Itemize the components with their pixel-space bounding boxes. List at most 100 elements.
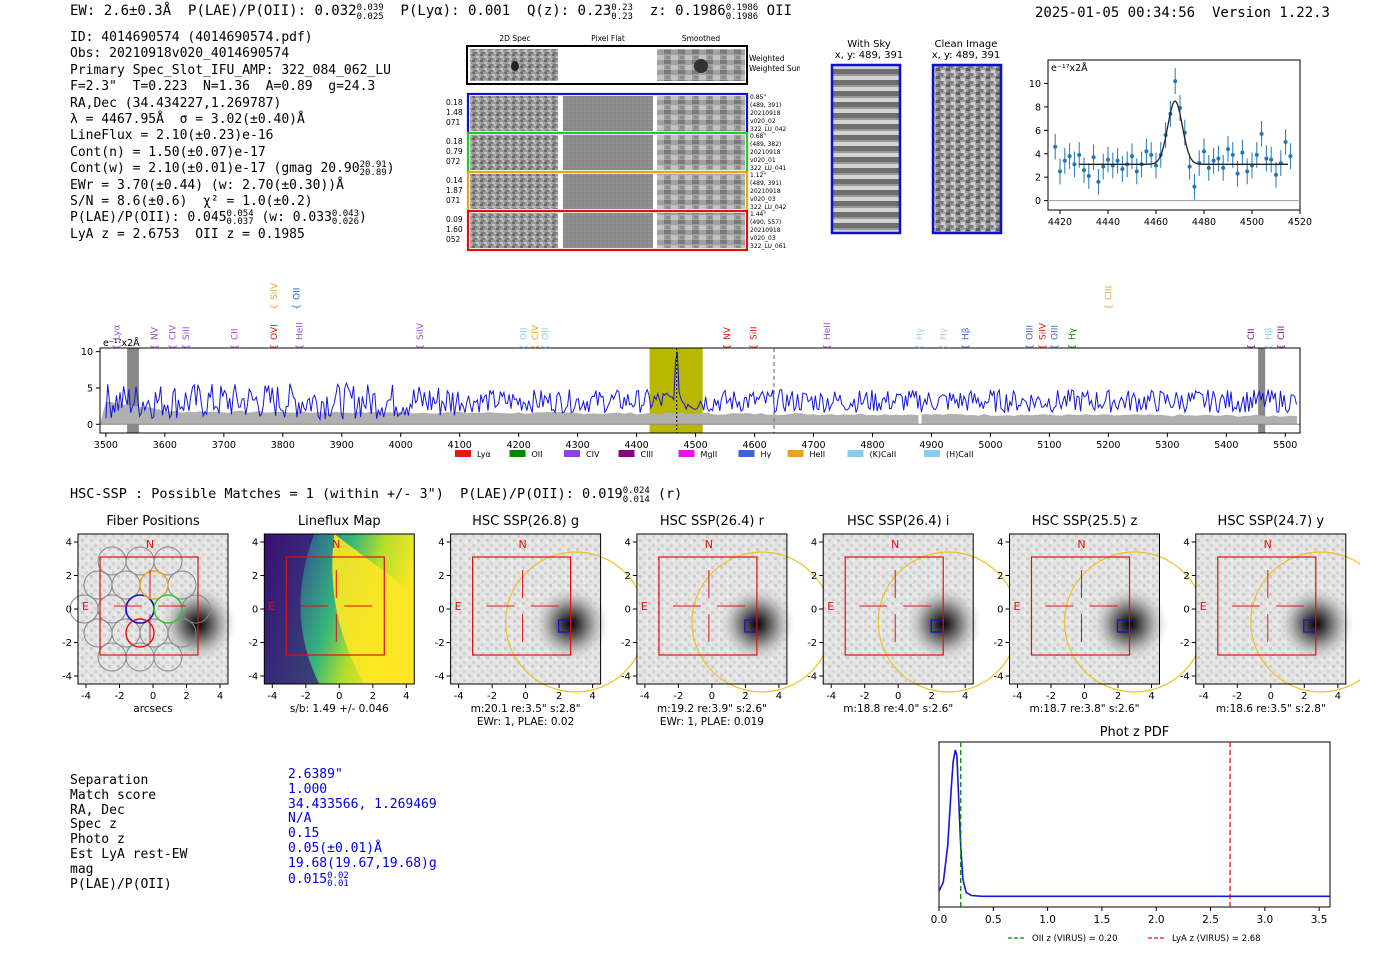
- zoom-data-point: [1274, 172, 1278, 177]
- spec2d-row-left-label: 1.87: [446, 186, 463, 195]
- search-box: [1217, 556, 1317, 656]
- header-datetime-version: 2025-01-05 00:34:56 Version 1.22.3: [1035, 5, 1330, 21]
- hsc-ytick-label: -4: [435, 672, 445, 683]
- info-plae-w-lo: 0.026: [331, 217, 360, 228]
- hsc-ytick-label: 4: [66, 538, 72, 549]
- spec2d-panel: 2D Spec Pixel Flat Smoothed Weighted Wei…: [446, 34, 800, 252]
- zoom-xtick-label: 4440: [1096, 217, 1120, 228]
- hsc-ytick-label: 0: [997, 605, 1003, 616]
- hsc-ytick-label: -4: [248, 672, 258, 683]
- north-label: N: [705, 538, 713, 551]
- east-label: E: [641, 600, 648, 613]
- info-contn: Cont(n) = 1.50(±0.07)e-17: [70, 144, 266, 160]
- spectrum-line-label-bracket: {: [541, 344, 551, 350]
- spectrum-line-label-bracket: {: [962, 344, 972, 350]
- hsc-xtick-label: 0: [1268, 691, 1274, 702]
- spec2d-row-right-label: 322_LU_042: [750, 204, 787, 211]
- spectrum-line-label-bracket: {: [723, 344, 733, 350]
- hsc-ytick-label: 0: [1183, 605, 1189, 616]
- zoom-plot-frame: [1047, 59, 1301, 211]
- spectrum-line-label-bracket: {: [1068, 344, 1078, 350]
- hsc-xtick-label: 2: [556, 691, 562, 702]
- east-label: E: [1014, 600, 1021, 613]
- spectrum-line-label: CII: [1247, 328, 1257, 340]
- hsc-panel-caption-2: EWr: 1, PLAE: 0.02: [477, 716, 574, 726]
- hsc-panel-2: HSC SSP(26.8) g N E -4 4 -2 2 0 0 2 -2 4 -4 m:20.1 re…: [435, 514, 647, 726]
- zoom-data-point: [1062, 158, 1067, 163]
- match-labels: Separation Match score RA, Dec Spec z Ph…: [70, 773, 187, 892]
- spectrum-legend-swatch: [924, 450, 940, 457]
- spectrum-line-label-bracket: {: [939, 344, 949, 350]
- hsc-panel-1: Lineflux Map N E -4 4 -2 2 0 0 2 -2 4 -4 s/b: 1.49 +/…: [248, 514, 415, 715]
- hsc-panel-caption: arcsecs: [133, 703, 172, 715]
- zoom-xtick-label: 4460: [1144, 217, 1168, 228]
- spectrum-xtick-label: 5200: [1096, 440, 1120, 451]
- spectrum-legend-swatch: [618, 450, 635, 457]
- match-label-plae: P(LAE)/P(OII): [70, 876, 172, 892]
- info-lambda: λ = 4467.95Å σ = 3.02(±0.40)Å: [70, 111, 305, 127]
- spec2d-row-right-label: 20210918: [750, 188, 781, 195]
- fiber-circle: [97, 546, 127, 576]
- search-box: [844, 556, 944, 656]
- spectrum-xtick-label: 4600: [742, 440, 766, 451]
- spectrum-xtick-label: 4100: [448, 440, 472, 451]
- full-spectrum-chart: e⁻¹⁷x2Å 0 5 10 3500 3600 3700 3800 3900 4000 4100 4…: [81, 282, 1301, 459]
- spec2d-row-left-label: 0.79: [446, 147, 463, 156]
- fiber-circle-orange: [139, 570, 169, 600]
- east-label: E: [455, 600, 462, 613]
- spec2d-weighted-label-1: Weighted: [749, 54, 785, 63]
- hsc-xtick-label: -4: [267, 691, 277, 702]
- spec2d-col-label-2: Smoothed: [682, 34, 721, 43]
- hsc-ytick-label: 4: [997, 538, 1003, 549]
- hsc-xtick-label: 4: [589, 691, 595, 702]
- hsc-xtick-label: 4: [1335, 691, 1341, 702]
- match-value-photoz: 0.15: [288, 826, 320, 842]
- spec2d-row-right-label: (489, 391): [750, 180, 781, 187]
- hsc-ytick-label: -2: [807, 638, 817, 649]
- photz-xtick-label: 2.5: [1202, 914, 1219, 926]
- zoom-data-point: [1053, 144, 1058, 149]
- spectrum-legend-swatch: [455, 450, 471, 457]
- photz-legend-label: OII z (VIRUS) = 0.20: [1032, 934, 1118, 944]
- hsc-ytick-label: 2: [1183, 571, 1189, 582]
- spec2d-row-spec: [470, 213, 558, 248]
- info-plae-w: (w: 0.033: [261, 210, 332, 226]
- hsc-panel-title: HSC SSP(24.7) y: [1218, 514, 1325, 529]
- photz-xtick-label: 1.5: [1094, 914, 1111, 926]
- hsc-panel-title: HSC SSP(26.4) i: [847, 514, 949, 529]
- zoom-xtick-label: 4480: [1192, 217, 1216, 228]
- zoom-data-point: [1086, 174, 1091, 179]
- spectrum-legend-swatch: [847, 450, 864, 457]
- hsc-ellipse-aperture: [1250, 551, 1360, 693]
- hsc-xtick-label: 2: [1301, 691, 1307, 702]
- hsc-xtick-label: 0: [1081, 691, 1087, 702]
- with-sky-image: [830, 63, 902, 235]
- sky-panel: With Sky x, y: 489, 391 Clean Image x, y…: [830, 39, 1003, 235]
- spectrum-line-label: CIV: [531, 324, 541, 340]
- spectrum-xtick-label: 4400: [625, 440, 649, 451]
- spectrum-line-label-top: SiIV: [270, 282, 280, 300]
- zoom-data-point: [1288, 154, 1293, 159]
- hsc-ytick-label: 0: [811, 605, 817, 616]
- hsc-xtick-label: 4: [403, 691, 409, 702]
- spectrum-line-label-bracket: {: [749, 344, 759, 350]
- zoom-data-point: [1067, 154, 1072, 159]
- east-label: E: [1200, 600, 1207, 613]
- spectrum-line-label: Lyα: [113, 324, 123, 340]
- hsc-ytick-label: 0: [625, 605, 631, 616]
- spec2d-row-right-label: 322_LU_061: [750, 243, 787, 250]
- zoom-data-point: [1058, 169, 1062, 174]
- header-plae-hi: 0.039: [356, 3, 384, 13]
- photz-plot-frame: [938, 741, 1331, 908]
- spectrum-line-label: OIII: [1025, 325, 1035, 340]
- hsc-ytick-label: 4: [438, 538, 444, 549]
- zoom-data-point: [1082, 168, 1086, 173]
- zoom-data-point: [1206, 165, 1211, 170]
- zoom-data-point: [1144, 149, 1149, 154]
- spectrum-legend-swatch: [564, 450, 580, 457]
- spectrum-xtick-label: 3600: [153, 440, 177, 451]
- spectrum-line-label-bracket: {: [150, 344, 160, 350]
- hsc-xtick-label: -2: [487, 691, 497, 702]
- hsc-ytick-label: -4: [62, 672, 72, 683]
